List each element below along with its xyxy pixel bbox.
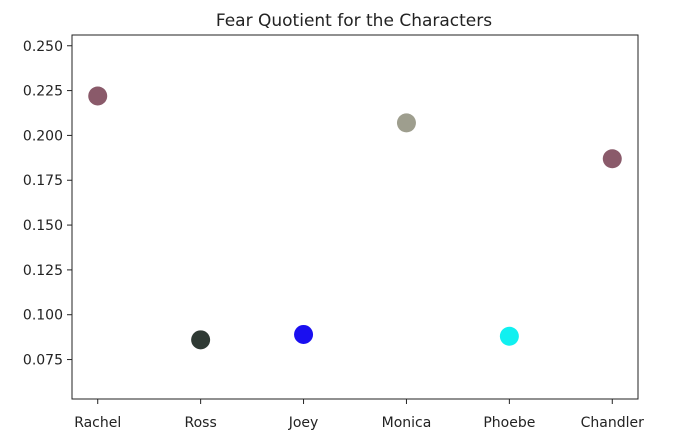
y-tick-label: 0.150: [23, 218, 63, 234]
y-tick-label: 0.250: [23, 39, 63, 55]
y-tick-label: 0.125: [23, 263, 63, 279]
x-tick-label: Phoebe: [483, 415, 535, 431]
y-axis: 0.075 0.100 0.125 0.150 0.175 0.200 0.225 0.250: [23, 39, 72, 369]
y-tick-label: 0.075: [23, 353, 63, 369]
y-tick-label: 0.200: [23, 128, 63, 144]
y-tick-label: 0.100: [23, 308, 63, 324]
x-tick-label: Ross: [185, 415, 217, 431]
data-point-monica: [396, 113, 416, 133]
data-point-phoebe: [499, 326, 519, 346]
data-point-ross: [191, 330, 211, 350]
data-point-rachel: [88, 86, 108, 106]
plot-area-frame: [71, 34, 639, 400]
x-tick-label: Joey: [288, 415, 319, 431]
y-tick-label: 0.225: [23, 84, 63, 100]
chart-title: Fear Quotient for the Characters: [216, 11, 492, 31]
x-tick-label: Monica: [382, 415, 432, 431]
x-tick-label: Chandler: [581, 415, 644, 431]
x-axis: Rachel Ross Joey Monica Phoebe Chandler: [74, 399, 644, 431]
x-tick-label: Rachel: [74, 415, 121, 431]
data-point-chandler: [602, 149, 622, 169]
data-point-joey: [294, 324, 314, 344]
data-points: [88, 86, 622, 350]
y-tick-label: 0.175: [23, 173, 63, 189]
